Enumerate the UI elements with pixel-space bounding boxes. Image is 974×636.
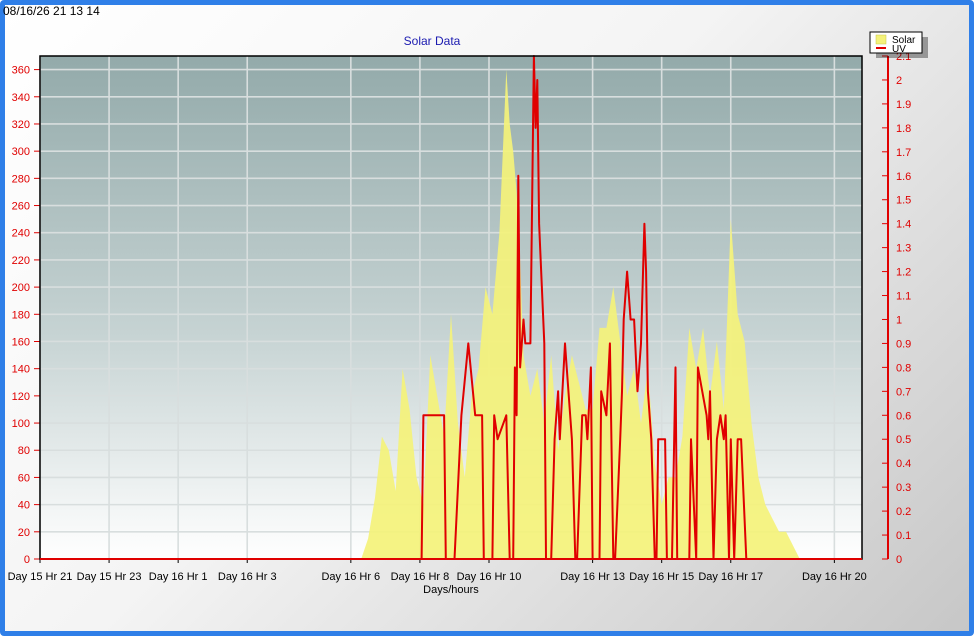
y-right-tick-label: 1.1 bbox=[896, 291, 911, 303]
y-left-tick-label: 60 bbox=[18, 472, 30, 484]
y-left-tick-label: 300 bbox=[12, 146, 30, 158]
y-right-tick-label: 1.3 bbox=[896, 243, 911, 255]
legend-swatch-solar bbox=[875, 34, 887, 45]
y-left-tick-label: 0 bbox=[24, 554, 30, 566]
x-tick-label: Day 16 Hr 8 bbox=[391, 571, 450, 583]
x-tick-label: Day 16 Hr 15 bbox=[629, 571, 694, 583]
y-left-tick-label: 80 bbox=[18, 445, 30, 457]
x-tick-label: Day 16 Hr 13 bbox=[560, 571, 625, 583]
axes: 0204060801001201401601802002202402602803… bbox=[8, 51, 912, 583]
y-left-tick-label: 220 bbox=[12, 255, 30, 267]
x-tick-label: Day 16 Hr 1 bbox=[149, 571, 208, 583]
y-right-tick-label: 1.4 bbox=[896, 219, 911, 231]
legend-label-uv: UV bbox=[892, 44, 906, 55]
y-right-tick-label: 1.9 bbox=[896, 99, 911, 111]
y-left-tick-label: 40 bbox=[18, 500, 30, 512]
y-left-tick-label: 360 bbox=[12, 65, 30, 77]
x-tick-label: Day 16 Hr 20 bbox=[802, 571, 867, 583]
y-right-tick-label: 2.1 bbox=[896, 51, 911, 63]
y-left-tick-label: 280 bbox=[12, 173, 30, 185]
y-right-tick-label: 1.7 bbox=[896, 147, 911, 159]
y-left-tick-label: 180 bbox=[12, 309, 30, 321]
y-left-tick-label: 120 bbox=[12, 391, 30, 403]
y-right-tick-label: 1.5 bbox=[896, 195, 911, 207]
x-tick-label: Day 16 Hr 17 bbox=[698, 571, 763, 583]
y-right-tick-label: 0.4 bbox=[896, 458, 911, 470]
y-right-tick-label: 1 bbox=[896, 314, 902, 326]
y-right-tick-label: 1.8 bbox=[896, 123, 911, 135]
y-left-tick-label: 200 bbox=[12, 282, 30, 294]
y-right-tick-label: 0.6 bbox=[896, 410, 911, 422]
y-right-tick-label: 2 bbox=[896, 75, 902, 87]
solar-area bbox=[40, 69, 862, 559]
y-left-tick-label: 340 bbox=[12, 92, 30, 104]
y-left-tick-label: 160 bbox=[12, 336, 30, 348]
y-right-tick-label: 0.2 bbox=[896, 506, 911, 518]
y-left-tick-label: 320 bbox=[12, 119, 30, 131]
timestamp: 08/16/26 21 13 14 bbox=[3, 4, 100, 18]
x-axis-title: Days/hours bbox=[423, 584, 479, 596]
y-right-tick-label: 0.7 bbox=[896, 386, 911, 398]
y-right-tick-label: 0.5 bbox=[896, 434, 911, 446]
y-left-tick-label: 20 bbox=[18, 527, 30, 539]
y-left-tick-label: 140 bbox=[12, 364, 30, 376]
y-right-tick-label: 0.3 bbox=[896, 482, 911, 494]
chart-title: Solar Data bbox=[404, 34, 461, 48]
legend: Solar UV bbox=[869, 31, 928, 58]
y-left-tick-label: 100 bbox=[12, 418, 30, 430]
y-right-tick-label: 1.6 bbox=[896, 171, 911, 183]
y-left-tick-label: 260 bbox=[12, 201, 30, 213]
y-right-tick-label: 0.1 bbox=[896, 530, 911, 542]
legend-label-solar: Solar bbox=[892, 35, 916, 46]
x-tick-label: Day 16 Hr 10 bbox=[457, 571, 522, 583]
y-right-tick-label: 1.2 bbox=[896, 267, 911, 279]
x-tick-label: Day 16 Hr 6 bbox=[321, 571, 380, 583]
y-left-tick-label: 240 bbox=[12, 228, 30, 240]
x-tick-label: Day 15 Hr 21 bbox=[8, 571, 73, 583]
x-tick-label: Day 15 Hr 23 bbox=[77, 571, 142, 583]
x-tick-label: Day 16 Hr 3 bbox=[218, 571, 277, 583]
y-right-tick-label: 0.9 bbox=[896, 338, 911, 350]
y-right-tick-label: 0.8 bbox=[896, 362, 911, 374]
y-right-tick-label: 0 bbox=[896, 554, 902, 566]
